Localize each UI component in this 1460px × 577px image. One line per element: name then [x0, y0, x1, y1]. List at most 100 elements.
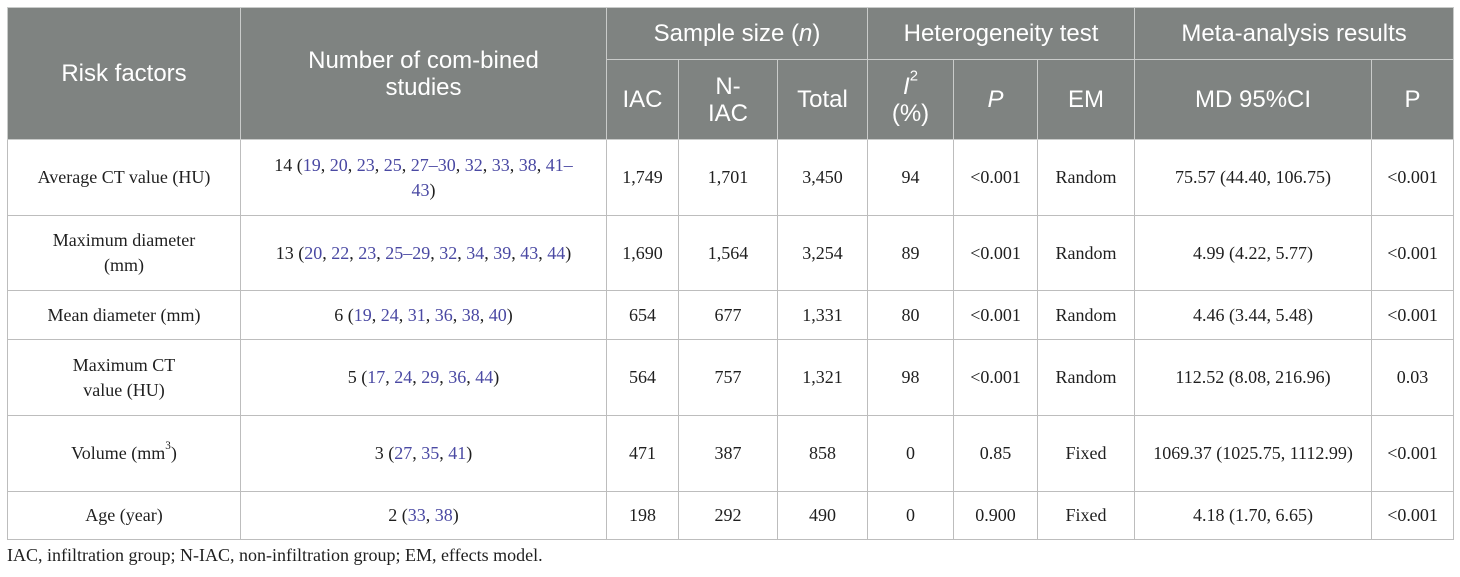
- table-body: Average CT value (HU) 14 (19, 20, 23, 25…: [7, 139, 1455, 540]
- reference-link[interactable]: 32: [464, 154, 483, 175]
- iac-cell: 198: [606, 491, 679, 540]
- p-het-cell: 0.85: [953, 415, 1039, 492]
- reference-link[interactable]: 27–30: [410, 154, 456, 175]
- risk-factor-cell: Maximum CT value (HU): [7, 339, 241, 416]
- reference-link[interactable]: 20: [304, 242, 323, 263]
- em-cell: Random: [1037, 215, 1136, 291]
- reference-link[interactable]: 38: [434, 505, 453, 525]
- reference-link[interactable]: 38: [518, 154, 537, 175]
- studies-cell: 2 (33, 38): [240, 491, 607, 540]
- p-het-header: P: [953, 59, 1039, 140]
- risk-factor-suffix: ): [170, 443, 177, 463]
- reference-link[interactable]: 36: [448, 367, 467, 387]
- n-iac-cell: 1,701: [678, 139, 778, 216]
- reference-link[interactable]: 31: [407, 304, 426, 325]
- reference-link[interactable]: 20: [329, 154, 348, 175]
- studies-count: 5 (: [347, 367, 368, 387]
- em-header: EM: [1037, 59, 1136, 140]
- table-row: Age (year) 2 (33, 38) 198 292 490 0 0.90…: [7, 491, 1455, 540]
- iac-cell: 471: [606, 415, 679, 492]
- reference-link[interactable]: 22: [331, 242, 350, 263]
- risk-factors-header: Risk factors: [7, 7, 241, 140]
- studies-count: 2 (: [388, 505, 408, 525]
- risk-factor-cell: Volume (mm3): [7, 415, 241, 492]
- table-row: Volume (mm3) 3 (27, 35, 41) 471 387 858 …: [7, 415, 1455, 492]
- p-cell: <0.001: [1371, 415, 1455, 492]
- studies-cell: 3 (27, 35, 41): [240, 415, 607, 492]
- studies-text: 14 (19, 20, 23, 25, 27–30, 32, 33, 38, 4…: [274, 154, 573, 200]
- n-iac-header-text: N-IAC: [707, 72, 748, 127]
- reference-link[interactable]: 27: [394, 443, 413, 463]
- heterogeneity-header: Heterogeneity test: [867, 7, 1136, 60]
- iac-cell: 564: [606, 339, 679, 416]
- reference-link[interactable]: 17: [367, 367, 386, 387]
- em-cell: Fixed: [1037, 415, 1136, 492]
- risk-factor-cell: Average CT value (HU): [7, 139, 241, 216]
- reference-link[interactable]: 19: [302, 154, 321, 175]
- studies-count: 6 (: [334, 304, 354, 325]
- studies-cell: 6 (19, 24, 31, 36, 38, 40): [240, 290, 607, 340]
- sample-size-close: ): [812, 20, 821, 47]
- reference-link[interactable]: 24: [394, 367, 413, 387]
- reference-link[interactable]: 23: [356, 154, 375, 175]
- reference-link[interactable]: 29: [421, 367, 440, 387]
- studies-text: 3 (27, 35, 41): [374, 443, 473, 463]
- n-iac-cell: 292: [678, 491, 778, 540]
- reference-link[interactable]: 25–29: [385, 242, 431, 263]
- header-row-2: IAC N-IAC Total I2 (%) P EM MD 95%CI P: [8, 59, 1455, 140]
- reference-link[interactable]: 25: [383, 154, 402, 175]
- risk-factor-text: Maximum diameter (mm): [52, 230, 196, 275]
- i2-cell: 98: [867, 339, 955, 416]
- iac-cell: 1,749: [606, 139, 679, 216]
- reference-link[interactable]: 33: [407, 505, 426, 525]
- i2-letter: I: [903, 72, 910, 100]
- reference-link[interactable]: 19: [353, 304, 372, 325]
- reference-link[interactable]: 38: [461, 304, 480, 325]
- num-studies-header: Number of com-bined studies: [240, 7, 607, 140]
- risk-factor-cell: Mean diameter (mm): [7, 290, 241, 340]
- i2-unit: (%): [891, 99, 930, 127]
- i2-cell: 80: [867, 290, 955, 340]
- reference-link[interactable]: 41: [448, 443, 467, 463]
- header-row-1: Risk factors Number of com-bined studies…: [7, 7, 1455, 140]
- reference-link[interactable]: 23: [358, 242, 377, 263]
- total-cell: 3,450: [776, 139, 869, 216]
- sample-size-header: Sample size (n): [605, 7, 869, 60]
- reference-link[interactable]: 40: [488, 304, 507, 325]
- studies-cell: 14 (19, 20, 23, 25, 27–30, 32, 33, 38, 4…: [240, 139, 607, 216]
- reference-link[interactable]: 44: [475, 367, 494, 387]
- reference-link[interactable]: 43: [520, 242, 539, 263]
- p-het-cell: 0.900: [953, 491, 1039, 540]
- md-ci-header: MD 95%CI: [1134, 59, 1373, 140]
- studies-text: 6 (19, 24, 31, 36, 38, 40): [334, 304, 513, 325]
- studies-count: 3 (: [374, 443, 395, 463]
- reference-link[interactable]: 36: [434, 304, 453, 325]
- reference-link[interactable]: 35: [421, 443, 440, 463]
- table-row: Average CT value (HU) 14 (19, 20, 23, 25…: [7, 139, 1455, 216]
- studies-cell: 5 (17, 24, 29, 36, 44): [240, 339, 607, 416]
- p-het-cell: <0.001: [953, 139, 1039, 216]
- reference-link[interactable]: 39: [493, 242, 512, 263]
- md-ci-cell: 4.18 (1.70, 6.65): [1134, 491, 1373, 540]
- reference-link[interactable]: 32: [439, 242, 458, 263]
- meta-results-header: Meta-analysis results: [1134, 7, 1455, 60]
- reference-link[interactable]: 41–43: [411, 154, 573, 200]
- reference-link[interactable]: 24: [380, 304, 399, 325]
- iac-header: IAC: [606, 59, 679, 140]
- i2-superscript: 2: [909, 68, 918, 85]
- reference-link[interactable]: 34: [466, 242, 485, 263]
- risk-factor-superscript: 3: [165, 439, 171, 452]
- p-header: P: [1371, 59, 1455, 140]
- studies-text: 2 (33, 38): [388, 505, 459, 525]
- reference-link[interactable]: 44: [547, 242, 566, 263]
- total-cell: 1,331: [776, 290, 869, 340]
- n-iac-cell: 1,564: [678, 215, 778, 291]
- em-cell: Random: [1037, 139, 1136, 216]
- p-cell: <0.001: [1371, 491, 1455, 540]
- reference-link[interactable]: 33: [491, 154, 510, 175]
- p-cell: 0.03: [1371, 339, 1455, 416]
- i2-header: I2 (%): [867, 59, 955, 140]
- n-iac-cell: 387: [678, 415, 778, 492]
- em-cell: Random: [1037, 339, 1136, 416]
- total-cell: 858: [776, 415, 869, 492]
